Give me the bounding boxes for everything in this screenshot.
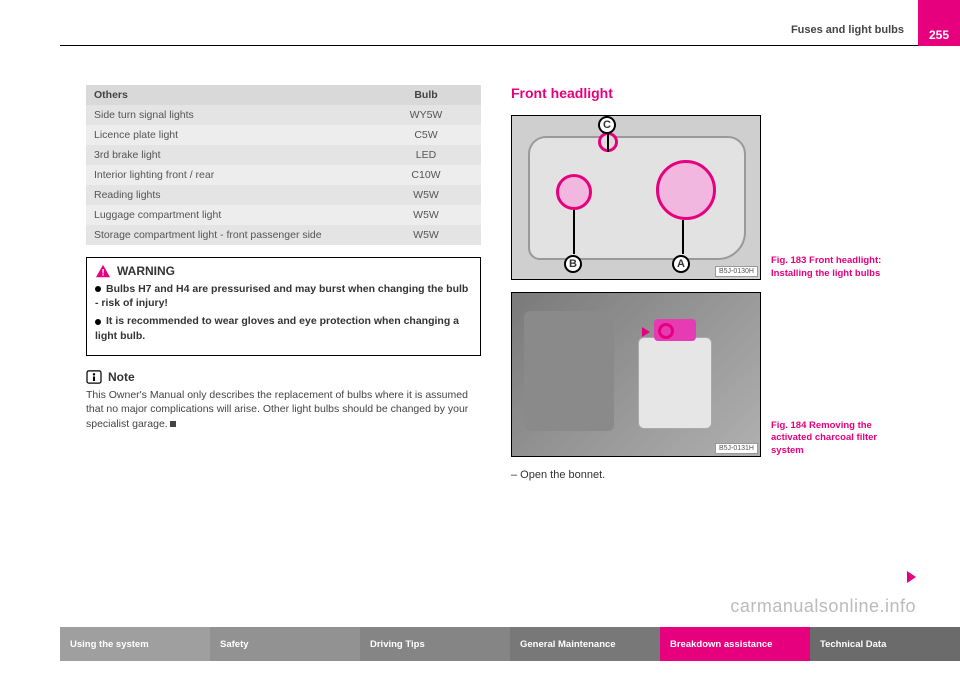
info-icon bbox=[86, 370, 102, 384]
figure-184-caption: Fig. 184 Removing the activated charcoal… bbox=[771, 420, 901, 457]
table-row: Licence plate lightC5W bbox=[86, 125, 481, 145]
nav-using-system[interactable]: Using the system bbox=[60, 627, 210, 661]
figure-183-caption: Fig. 183 Front headlight: Installing the… bbox=[771, 255, 901, 280]
nav-safety[interactable]: Safety bbox=[210, 627, 360, 661]
figure-184-image: B5J-0131H bbox=[511, 292, 761, 457]
end-marker-icon bbox=[170, 421, 176, 427]
nav-driving-tips[interactable]: Driving Tips bbox=[360, 627, 510, 661]
table-col1-header: Others bbox=[86, 85, 371, 105]
left-column: Others Bulb Side turn signal lightsWY5W … bbox=[86, 85, 481, 603]
figure-183-row: C B A B5J-0130H Fig. 183 Front headlight… bbox=[511, 115, 920, 280]
table-row: Interior lighting front / rearC10W bbox=[86, 165, 481, 185]
bulb-table: Others Bulb Side turn signal lightsWY5W … bbox=[86, 85, 481, 245]
content-area: Others Bulb Side turn signal lightsWY5W … bbox=[86, 85, 920, 603]
callout-c: C bbox=[598, 116, 616, 134]
warning-heading: ! WARNING bbox=[95, 264, 472, 278]
figure-code: B5J-0131H bbox=[715, 443, 758, 454]
table-row: Storage compartment light - front passen… bbox=[86, 225, 481, 245]
warning-line: Bulbs H7 and H4 are pressurised and may … bbox=[95, 282, 472, 310]
note-body: This Owner's Manual only describes the r… bbox=[86, 388, 481, 432]
header-section-title: Fuses and light bulbs bbox=[791, 24, 904, 36]
svg-text:!: ! bbox=[101, 268, 104, 278]
note-title: Note bbox=[108, 370, 135, 384]
table-row: 3rd brake lightLED bbox=[86, 145, 481, 165]
table-row: Luggage compartment lightW5W bbox=[86, 205, 481, 225]
table-header-row: Others Bulb bbox=[86, 85, 481, 105]
page-number: 255 bbox=[929, 28, 949, 42]
callout-a: A bbox=[672, 255, 690, 273]
figure-184-row: B5J-0131H Fig. 184 Removing the activate… bbox=[511, 292, 920, 457]
figure-code: B5J-0130H bbox=[715, 266, 758, 277]
nav-technical-data[interactable]: Technical Data bbox=[810, 627, 960, 661]
callout-b: B bbox=[564, 255, 582, 273]
page-number-box: 255 bbox=[918, 0, 960, 46]
bullet-icon bbox=[95, 286, 101, 292]
warning-box: ! WARNING Bulbs H7 and H4 are pressurise… bbox=[86, 257, 481, 356]
table-col2-header: Bulb bbox=[371, 85, 481, 105]
section-title: Front headlight bbox=[511, 85, 920, 101]
step-line: – Open the bonnet. bbox=[511, 469, 920, 481]
note-heading: Note bbox=[86, 370, 481, 384]
table-row: Reading lightsW5W bbox=[86, 185, 481, 205]
right-column: Front headlight C B A B5J-0130H Fig. 183… bbox=[511, 85, 920, 603]
warning-line: It is recommended to wear gloves and eye… bbox=[95, 314, 472, 342]
figure-183-image: C B A B5J-0130H bbox=[511, 115, 761, 280]
nav-breakdown-assistance[interactable]: Breakdown assistance bbox=[660, 627, 810, 661]
bottom-nav: Using the system Safety Driving Tips Gen… bbox=[60, 627, 960, 661]
table-row: Side turn signal lightsWY5W bbox=[86, 105, 481, 125]
nav-general-maintenance[interactable]: General Maintenance bbox=[510, 627, 660, 661]
warning-title: WARNING bbox=[117, 264, 175, 278]
bullet-icon bbox=[95, 319, 101, 325]
page-header: Fuses and light bulbs 255 bbox=[60, 22, 960, 46]
warning-triangle-icon: ! bbox=[95, 264, 111, 278]
continue-arrow-icon bbox=[907, 571, 916, 583]
